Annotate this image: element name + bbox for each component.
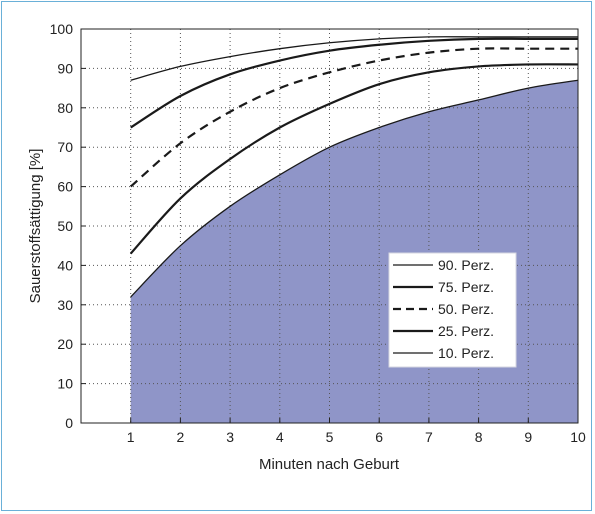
y-tick-label: 100	[50, 21, 74, 37]
y-tick-label: 60	[57, 179, 73, 195]
x-tick-label: 4	[276, 429, 284, 445]
y-tick-label: 40	[57, 257, 73, 273]
y-tick-label: 90	[57, 60, 73, 76]
series-line	[130, 37, 578, 129]
x-tick-label: 7	[425, 429, 433, 445]
x-ticks: 1 2 3 4 5 6 7 8 9 10	[127, 418, 586, 445]
x-axis-label: Minuten nach Geburt	[259, 456, 400, 473]
x-tick-label: 5	[326, 429, 334, 445]
series-line	[129, 47, 578, 188]
y-ticks: 0 10 20 30 40 50 60 70 80 90 100	[50, 21, 86, 431]
x-tick-label: 1	[127, 429, 135, 445]
y-tick-label: 10	[57, 376, 73, 392]
series-line	[130, 79, 578, 298]
x-tick-label: 10	[570, 429, 586, 445]
y-tick-label: 30	[57, 297, 73, 313]
legend-label: 90. Perz.	[438, 257, 494, 273]
series-line	[130, 36, 578, 81]
y-tick-label: 70	[57, 139, 73, 155]
legend: 90. Perz. 75. Perz. 50. Perz. 25. Perz. 10. …	[388, 252, 517, 368]
y-tick-label: 50	[57, 218, 73, 234]
x-tick-label: 8	[475, 429, 483, 445]
legend-label: 50. Perz.	[438, 301, 494, 317]
legend-label: 10. Perz.	[438, 345, 494, 361]
x-tick-label: 3	[226, 429, 234, 445]
y-tick-label: 20	[57, 336, 73, 352]
x-tick-label: 9	[524, 429, 532, 445]
y-tick-label: 80	[57, 100, 73, 116]
x-tick-label: 6	[375, 429, 383, 445]
x-tick-label: 2	[177, 429, 185, 445]
series-lines	[129, 36, 578, 298]
y-tick-label: 0	[65, 415, 73, 431]
y-axis-label: Sauerstoffsättigung [%]	[27, 149, 44, 304]
legend-label: 25. Perz.	[438, 323, 494, 339]
legend-label: 75. Perz.	[438, 279, 494, 295]
series-line	[129, 63, 578, 255]
